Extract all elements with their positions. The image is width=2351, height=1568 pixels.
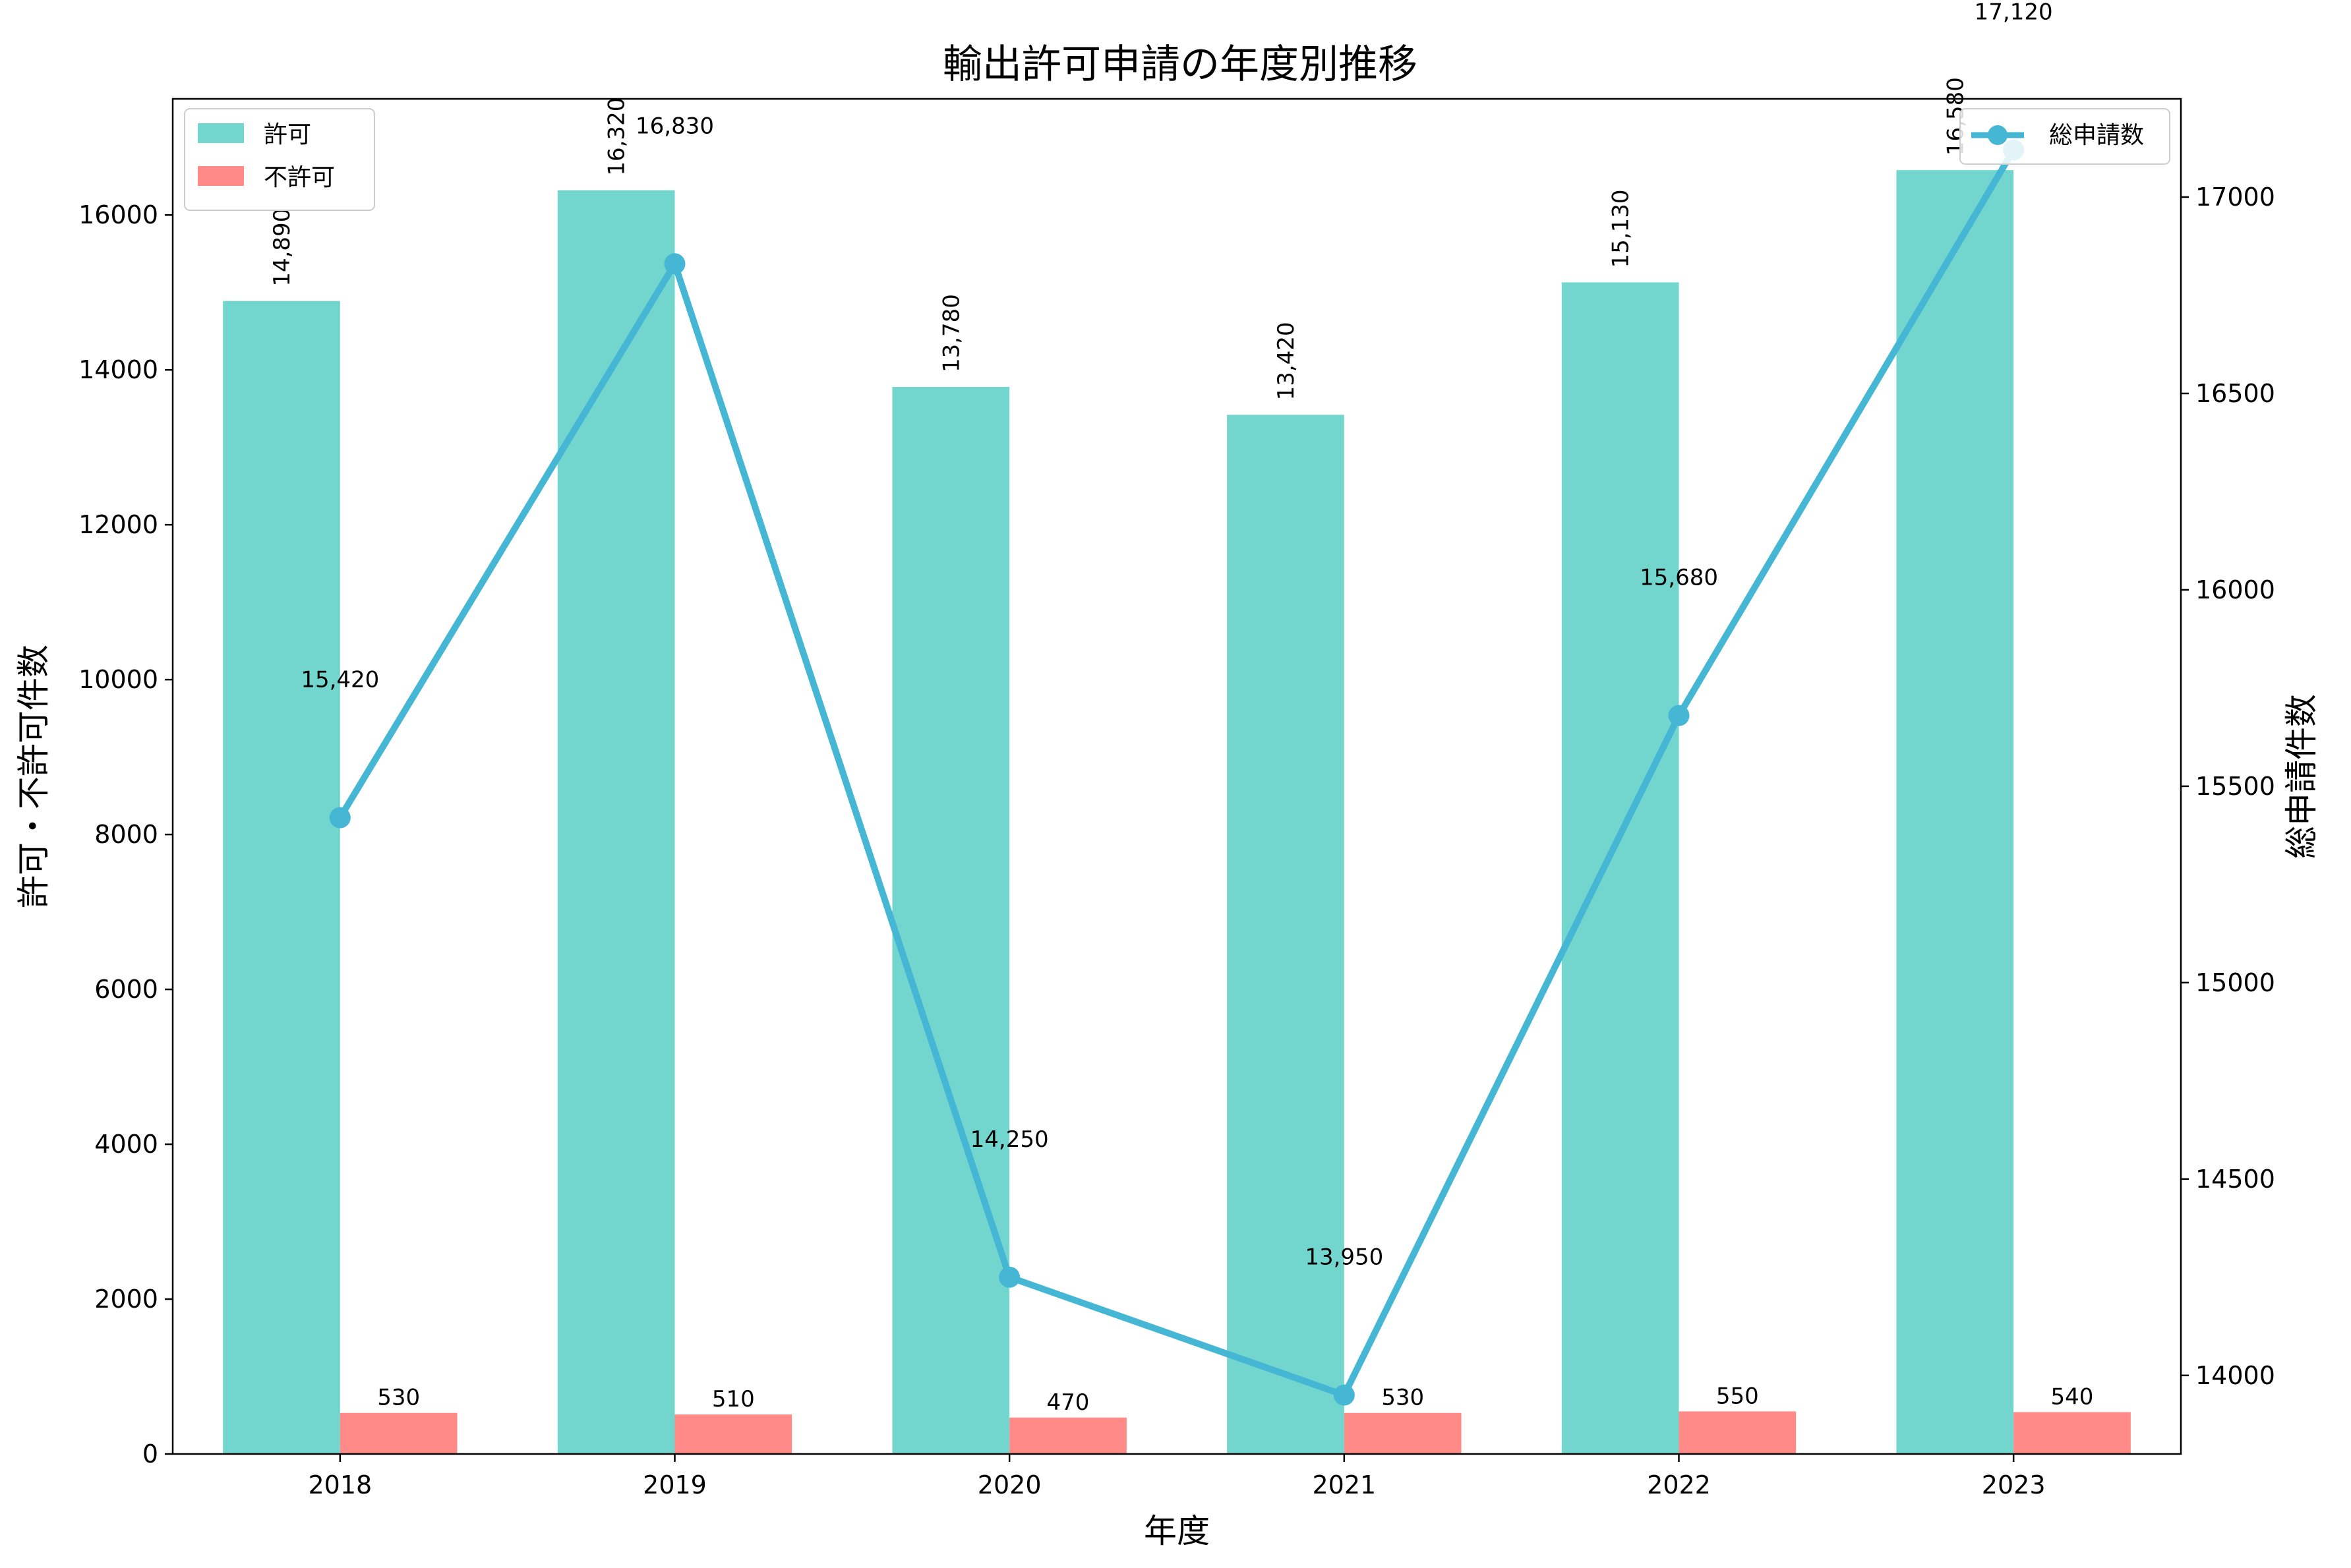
y2-tick-label-15000: 15000 xyxy=(2195,968,2275,997)
y-tick-label-8000: 8000 xyxy=(94,820,158,849)
y-axis-label-left: 許可・不許可件数 xyxy=(15,645,53,908)
x-tick-label-2019: 2019 xyxy=(643,1470,707,1499)
x-axis: 2018 2019 2020 2021 2022 2023 xyxy=(308,1454,2046,1499)
bar-denial-2019 xyxy=(674,1414,792,1454)
data-label-total-2020: 14,250 xyxy=(970,1126,1049,1153)
data-label-permit-2021: 13,420 xyxy=(1273,322,1299,400)
data-label-total-2019: 16,830 xyxy=(636,113,714,139)
y-tick-label-4000: 4000 xyxy=(94,1130,158,1159)
bar-permit-2018 xyxy=(223,301,340,1455)
data-label-total-2023: 17,120 xyxy=(1975,0,2053,25)
y2-tick-label-14500: 14500 xyxy=(2195,1165,2275,1194)
data-label-permit-2022: 15,130 xyxy=(1608,189,1634,268)
data-label-denial-2023: 540 xyxy=(2051,1384,2094,1410)
data-label-total-2022: 15,680 xyxy=(1640,565,1718,591)
data-label-permit-2020: 13,780 xyxy=(938,294,965,372)
y-tick-label-12000: 12000 xyxy=(78,510,158,539)
x-axis-label: 年度 xyxy=(1144,1512,1210,1550)
x-tick-label-2023: 2023 xyxy=(1982,1470,2046,1499)
bar-permit-2022 xyxy=(1561,282,1679,1454)
plot-area: 14,890 530 16,320 510 13,780 470 13,420 530 15,1… xyxy=(223,0,2131,1455)
x-tick-label-2022: 2022 xyxy=(1647,1470,1711,1499)
data-label-permit-2018: 14,890 xyxy=(269,208,295,287)
y-axis-label-right: 総申請件数 xyxy=(2282,694,2321,859)
bar-permit-2021 xyxy=(1227,415,1344,1454)
line-total xyxy=(336,146,2017,1399)
y-tick-label-10000: 10000 xyxy=(78,665,158,694)
point-total-2019 xyxy=(664,253,686,275)
bar-denial-2022 xyxy=(1679,1411,1797,1454)
legend-label-permit: 許可 xyxy=(264,121,311,148)
legend-label-denial: 不許可 xyxy=(264,164,335,191)
point-total-2022 xyxy=(1668,705,1690,726)
data-label-permit-2019: 16,320 xyxy=(604,98,630,176)
y-axis-right: 14000 14500 15000 15500 16000 16500 17000 xyxy=(2181,183,2275,1390)
data-label-denial-2020: 470 xyxy=(1047,1389,1090,1416)
data-label-denial-2022: 550 xyxy=(1716,1383,1759,1409)
legend-label-total: 総申請数 xyxy=(2049,122,2144,149)
plot-frame xyxy=(171,98,2182,1455)
bar-permit-2019 xyxy=(557,190,675,1454)
bar-denial-2020 xyxy=(1009,1417,1127,1454)
y-tick-label-14000: 14000 xyxy=(78,355,158,384)
data-label-denial-2021: 530 xyxy=(1381,1385,1424,1411)
data-label-denial-2018: 530 xyxy=(377,1385,420,1411)
y-tick-label-0: 0 xyxy=(142,1439,158,1468)
legend-marker-total xyxy=(1988,125,2008,145)
point-total-2020 xyxy=(999,1266,1021,1288)
point-total-2021 xyxy=(1333,1384,1355,1406)
point-total-2018 xyxy=(329,807,351,828)
bar-denial-2021 xyxy=(1344,1412,1462,1454)
bar-denial-2018 xyxy=(340,1412,458,1454)
bar-permit-2020 xyxy=(892,387,1010,1454)
data-label-total-2018: 15,420 xyxy=(301,667,379,693)
y2-tick-label-17000: 17000 xyxy=(2195,183,2275,212)
x-tick-label-2018: 2018 xyxy=(308,1470,372,1499)
x-tick-label-2020: 2020 xyxy=(978,1470,1042,1499)
legend-left: 許可 不許可 xyxy=(184,108,375,211)
y2-tick-label-14000: 14000 xyxy=(2195,1361,2275,1390)
bar-denial-2023 xyxy=(2013,1412,2131,1454)
y-axis-left: 0 2000 4000 6000 8000 10000 12000 14000 16000 xyxy=(78,200,173,1468)
y2-tick-label-16500: 16500 xyxy=(2195,379,2275,408)
y2-tick-label-15500: 15500 xyxy=(2195,772,2275,801)
x-tick-label-2021: 2021 xyxy=(1312,1470,1376,1499)
legend-right-box xyxy=(1959,108,2170,165)
legend-swatch-denial xyxy=(198,166,244,186)
y-tick-label-2000: 2000 xyxy=(94,1285,158,1314)
bar-permit-2023 xyxy=(1896,170,2014,1454)
legend-right: 総申請数 xyxy=(1959,108,2170,165)
data-label-total-2021: 13,950 xyxy=(1305,1244,1383,1271)
data-label-denial-2019: 510 xyxy=(712,1386,755,1412)
y2-tick-label-16000: 16000 xyxy=(2195,575,2275,604)
chart-title: 輸出許可申請の年度別推移 xyxy=(943,42,1417,88)
legend-swatch-permit xyxy=(198,123,244,143)
y-tick-label-6000: 6000 xyxy=(94,975,158,1004)
y-tick-label-16000: 16000 xyxy=(78,200,158,229)
